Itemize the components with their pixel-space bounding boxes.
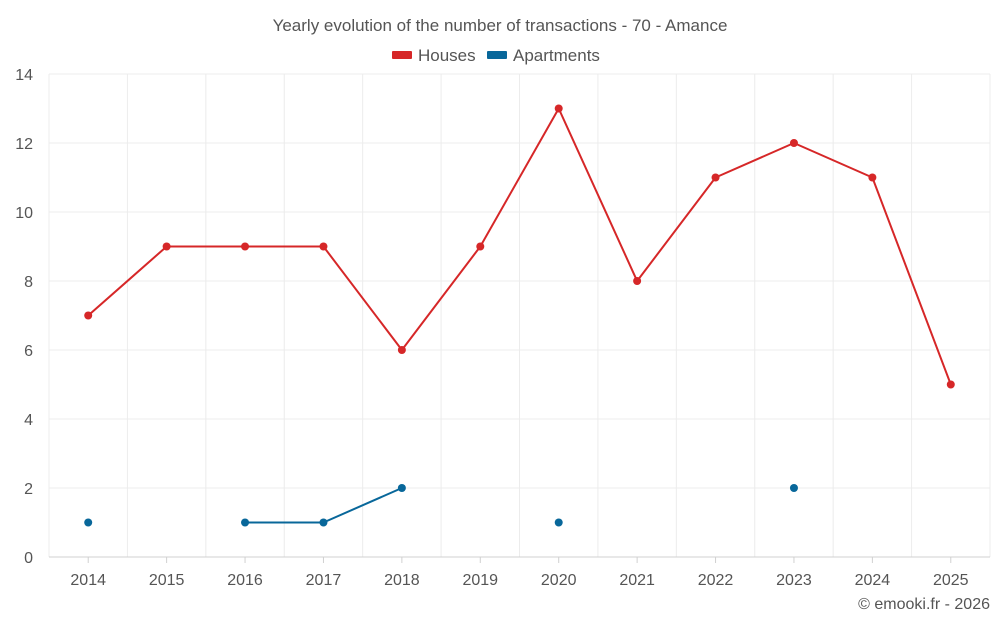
houses-point	[397, 346, 406, 354]
houses-point	[633, 277, 642, 285]
x-tick-label: 2020	[541, 572, 577, 589]
x-tick-label: 2019	[462, 572, 498, 589]
x-tick-label: 2014	[70, 572, 106, 589]
legend-label-houses: Houses	[418, 46, 476, 65]
apartments-point	[319, 518, 328, 527]
apartments-point	[397, 484, 406, 492]
x-tick-label: 2015	[149, 572, 185, 589]
y-tick-label: 8	[24, 274, 33, 291]
apartments-point	[789, 484, 798, 492]
legend-item-houses: Houses	[392, 46, 476, 65]
apartments-point	[554, 518, 563, 527]
houses-point	[554, 104, 563, 113]
houses-point	[946, 380, 955, 389]
x-tick-label: 2018	[384, 572, 420, 589]
legend-swatch-houses	[392, 51, 412, 59]
y-tick-label: 2	[24, 481, 33, 498]
houses-point	[476, 242, 485, 251]
chart-title: Yearly evolution of the number of transa…	[273, 16, 728, 35]
apartments-point	[84, 518, 93, 527]
x-tick-label: 2022	[698, 572, 734, 589]
legend-item-apartments: Apartments	[487, 46, 600, 65]
credit: © emooki.fr - 2026	[858, 596, 990, 613]
series-houses	[84, 104, 955, 389]
x-tick-label: 2017	[306, 572, 342, 589]
series-apartments	[84, 484, 798, 527]
y-tick-label: 10	[15, 205, 33, 222]
y-tick-label: 4	[24, 412, 33, 429]
grid	[48, 73, 991, 558]
legend-swatch-apartments	[487, 51, 507, 59]
houses-point	[789, 139, 798, 147]
x-tick-label: 2024	[855, 572, 891, 589]
y-tick-label: 6	[24, 343, 33, 360]
y-axis: 0 2 4 6 8 10 12 14	[15, 67, 33, 567]
apartments-line	[245, 487, 403, 524]
y-tick-label: 12	[15, 136, 33, 153]
y-tick-label: 0	[24, 550, 33, 567]
x-tick-label: 2016	[227, 572, 263, 589]
x-axis: 2014 2015 2016 2017 2018 2019 2020 2021 2022 2023…	[70, 557, 969, 589]
houses-point	[711, 173, 720, 182]
houses-point	[162, 242, 171, 251]
houses-point	[84, 311, 93, 320]
legend: Houses Apartments	[392, 46, 600, 65]
houses-line	[87, 107, 952, 385]
y-tick-label: 14	[15, 67, 33, 84]
apartments-point	[241, 518, 250, 527]
x-tick-label: 2025	[933, 572, 969, 589]
legend-label-apartments: Apartments	[513, 46, 600, 65]
x-tick-label: 2021	[619, 572, 655, 589]
series-layer	[84, 104, 955, 527]
houses-point	[319, 242, 328, 251]
houses-point	[868, 173, 877, 182]
x-tick-label: 2023	[776, 572, 812, 589]
houses-point	[241, 242, 250, 251]
